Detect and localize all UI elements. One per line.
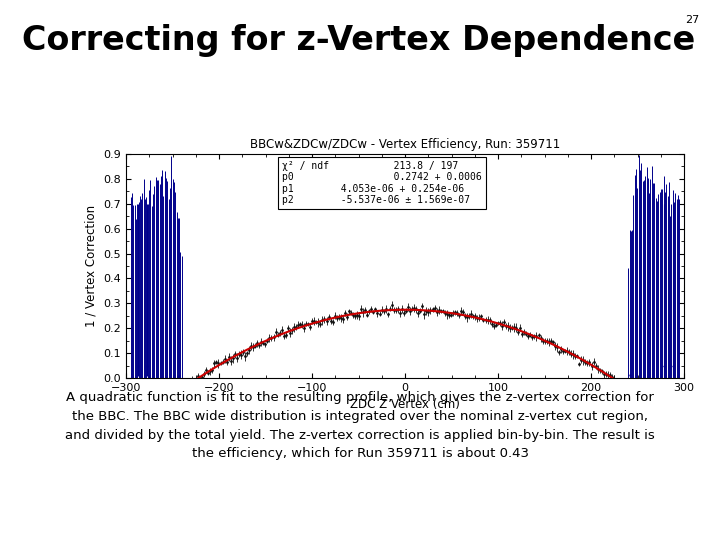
Text: Correcting for z-Vertex Dependence: Correcting for z-Vertex Dependence bbox=[22, 24, 695, 57]
Text: A quadratic function is fit to the resulting profile, which gives the z-vertex c: A quadratic function is fit to the resul… bbox=[65, 392, 655, 460]
Text: 27: 27 bbox=[685, 15, 700, 25]
Y-axis label: 1 / Vertex Correction: 1 / Vertex Correction bbox=[85, 205, 98, 327]
Title: BBCw&ZDCw/ZDCw - Vertex Efficiency, Run: 359711: BBCw&ZDCw/ZDCw - Vertex Efficiency, Run:… bbox=[250, 138, 560, 151]
Text: χ² / ndf           213.8 / 197
p0                 0.2742 + 0.0006
p1        4.05: χ² / ndf 213.8 / 197 p0 0.2742 + 0.0006 … bbox=[282, 160, 482, 205]
X-axis label: ZDC Z Vertex (cm): ZDC Z Vertex (cm) bbox=[350, 399, 460, 411]
